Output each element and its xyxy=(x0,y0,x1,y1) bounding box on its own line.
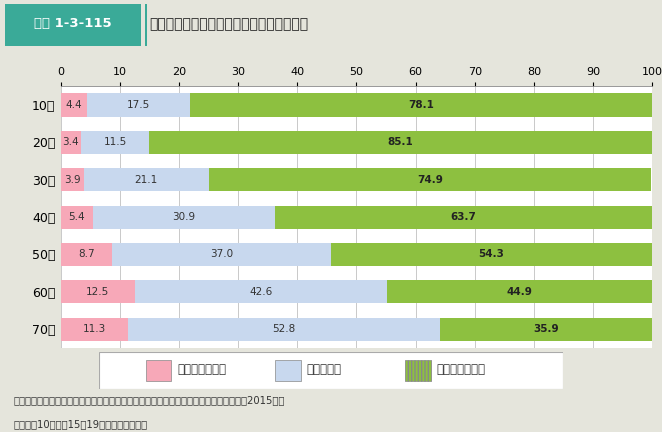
Text: 図表 1-3-115: 図表 1-3-115 xyxy=(34,17,112,30)
Text: 85.1: 85.1 xyxy=(388,137,413,147)
Text: （注）　10代は、15～19歳を対象とした。: （注） 10代は、15～19歳を対象とした。 xyxy=(13,419,148,429)
Text: 52.8: 52.8 xyxy=(272,324,295,334)
Bar xyxy=(440,318,652,341)
Bar xyxy=(146,360,171,381)
Text: 3.4: 3.4 xyxy=(63,137,79,147)
Bar xyxy=(191,93,652,117)
Bar xyxy=(113,243,331,266)
Text: 11.3: 11.3 xyxy=(83,324,106,334)
Text: 30.9: 30.9 xyxy=(173,212,196,222)
Text: 年齢階級別の町内会・自治会への参加頻度: 年齢階級別の町内会・自治会への参加頻度 xyxy=(150,17,308,31)
Bar xyxy=(149,131,652,154)
Text: 35.9: 35.9 xyxy=(533,324,559,334)
Bar xyxy=(61,243,113,266)
Text: 4.4: 4.4 xyxy=(66,100,82,110)
Text: 54.3: 54.3 xyxy=(479,249,504,260)
Bar xyxy=(135,280,387,303)
Text: 年数回程度: 年数回程度 xyxy=(307,363,342,376)
Bar xyxy=(209,168,651,191)
Bar xyxy=(87,93,191,117)
Bar xyxy=(145,4,147,46)
Text: 12.5: 12.5 xyxy=(86,287,109,297)
Text: 参加していない: 参加していない xyxy=(437,363,486,376)
Text: 3.9: 3.9 xyxy=(64,175,81,185)
Text: 78.1: 78.1 xyxy=(408,100,434,110)
Text: 42.6: 42.6 xyxy=(249,287,272,297)
Text: 21.1: 21.1 xyxy=(134,175,158,185)
Bar xyxy=(81,131,149,154)
Bar xyxy=(93,206,275,229)
Bar xyxy=(275,360,301,381)
Text: 8.7: 8.7 xyxy=(78,249,95,260)
Bar xyxy=(84,168,209,191)
Text: 5.4: 5.4 xyxy=(69,212,85,222)
Bar xyxy=(5,4,141,46)
Bar xyxy=(128,318,440,341)
Text: 資料：厚生労働省政策統括官付政策評価官室委託「人口減少社会に関する意識調査」（2015年）: 資料：厚生労働省政策統括官付政策評価官室委託「人口減少社会に関する意識調査」（2… xyxy=(13,395,285,405)
Bar xyxy=(61,168,84,191)
Text: 11.5: 11.5 xyxy=(103,137,126,147)
Text: 月１日程度以上: 月１日程度以上 xyxy=(177,363,226,376)
Text: 74.9: 74.9 xyxy=(417,175,443,185)
Bar xyxy=(405,360,430,381)
Bar xyxy=(61,318,128,341)
Text: 44.9: 44.9 xyxy=(506,287,532,297)
Text: 63.7: 63.7 xyxy=(451,212,477,222)
Bar xyxy=(387,280,652,303)
Bar xyxy=(61,206,93,229)
Text: 17.5: 17.5 xyxy=(127,100,150,110)
Bar xyxy=(61,93,87,117)
Text: 37.0: 37.0 xyxy=(210,249,233,260)
Bar xyxy=(61,131,81,154)
Bar xyxy=(275,206,652,229)
Bar xyxy=(331,243,652,266)
Bar xyxy=(61,280,135,303)
